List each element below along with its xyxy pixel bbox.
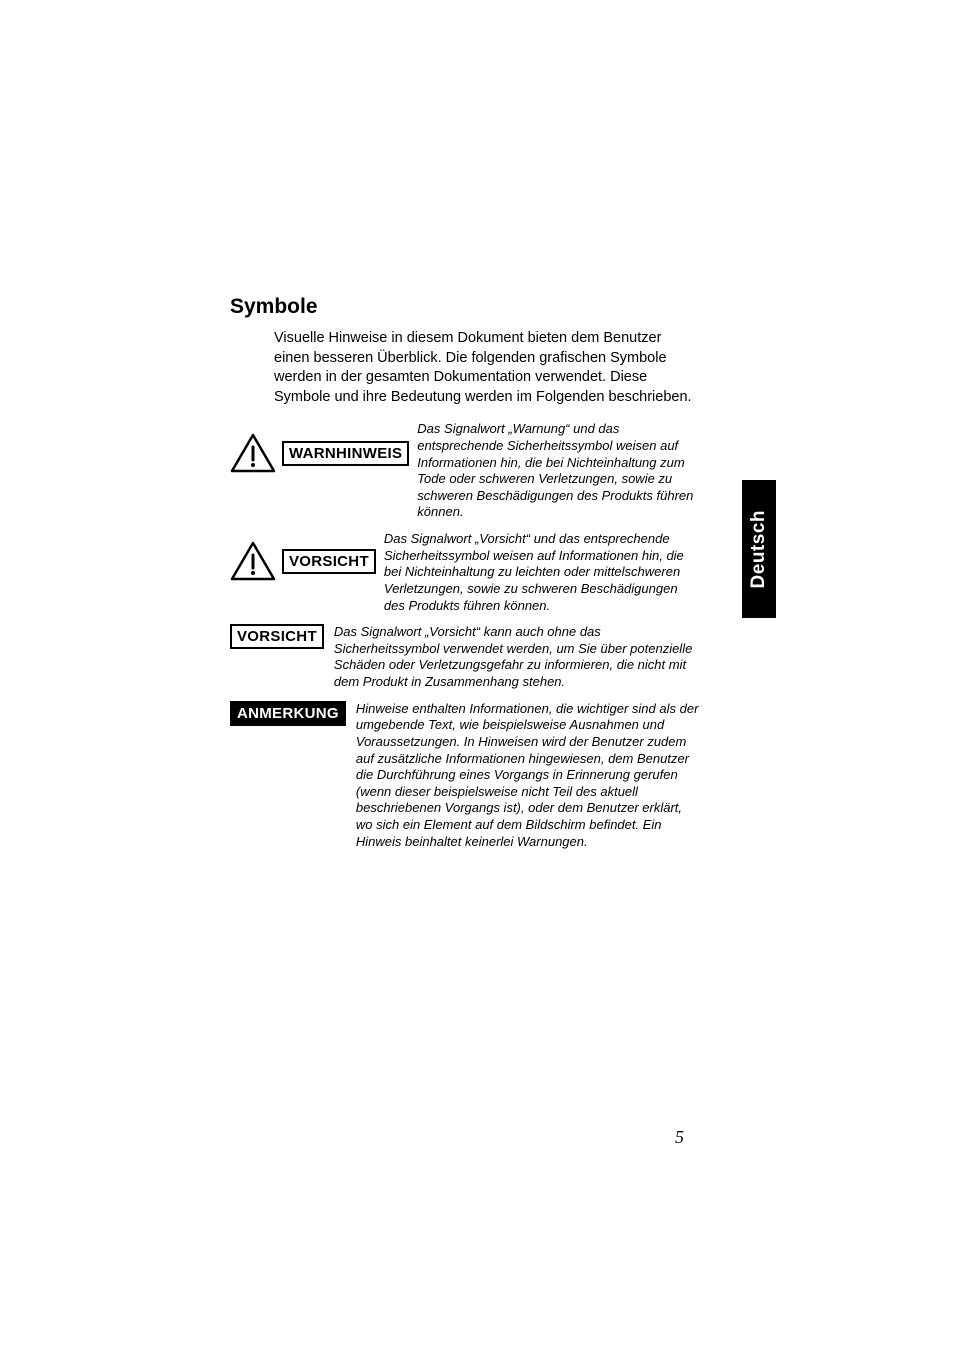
symbol-entry: ANMERKUNG Hinweise enthalten Information… xyxy=(230,701,700,851)
content-area: Symbole Visuelle Hinweise in diesem Doku… xyxy=(230,295,700,860)
document-page: Symbole Visuelle Hinweise in diesem Doku… xyxy=(0,0,954,1351)
page-number: 5 xyxy=(675,1127,684,1148)
symbol-label: WARNHINWEIS xyxy=(282,441,409,466)
intro-paragraph: Visuelle Hinweise in diesem Dokument bie… xyxy=(274,329,700,407)
section-heading: Symbole xyxy=(230,295,700,319)
symbol-icon-column: WARNHINWEIS xyxy=(230,433,409,473)
warning-triangle-icon xyxy=(230,433,276,473)
symbol-description: Das Signalwort „Vorsicht“ kann auch ohne… xyxy=(334,624,700,691)
symbol-description: Das Signalwort „Vorsicht“ und das entspr… xyxy=(384,531,700,614)
symbol-label: VORSICHT xyxy=(230,624,324,649)
symbol-label: ANMERKUNG xyxy=(230,701,346,726)
symbol-entry: WARNHINWEIS Das Signalwort „Warnung“ und… xyxy=(230,421,700,521)
warning-triangle-icon xyxy=(230,541,276,581)
symbol-icon-column: VORSICHT xyxy=(230,541,376,581)
symbol-label: VORSICHT xyxy=(282,549,376,574)
symbol-icon-column: VORSICHT xyxy=(230,624,324,649)
symbol-icon-column: ANMERKUNG xyxy=(230,701,346,726)
symbol-entry: VORSICHT Das Signalwort „Vorsicht“ und d… xyxy=(230,531,700,614)
symbol-description: Das Signalwort „Warnung“ und das entspre… xyxy=(417,421,700,521)
language-tab-label: Deutsch xyxy=(748,510,770,588)
language-tab: Deutsch xyxy=(742,480,776,618)
symbol-entry: VORSICHT Das Signalwort „Vorsicht“ kann … xyxy=(230,624,700,691)
symbol-description: Hinweise enthalten Informationen, die wi… xyxy=(356,701,700,851)
